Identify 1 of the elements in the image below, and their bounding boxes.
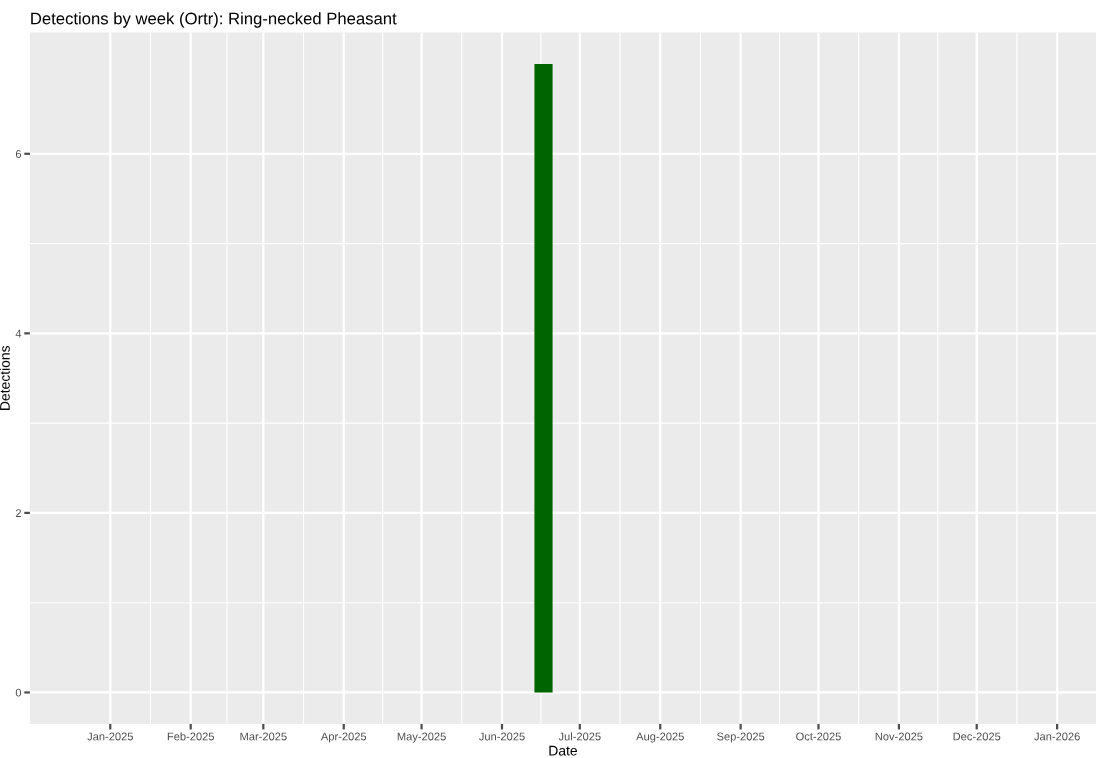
- chart-title: Detections by week (Ortr): Ring-necked Pheasant: [31, 12, 397, 28]
